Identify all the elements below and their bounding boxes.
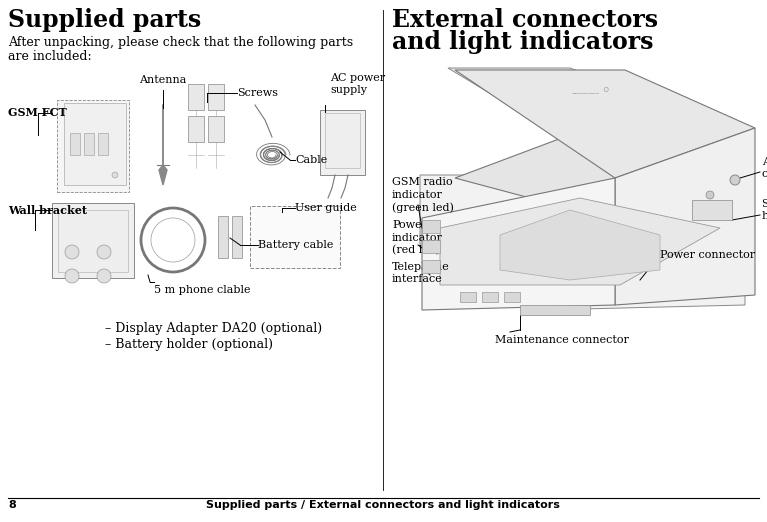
Text: Power
indicator
(red led): Power indicator (red led) xyxy=(392,220,443,256)
Text: External connectors: External connectors xyxy=(392,8,658,32)
Text: Screws: Screws xyxy=(237,88,278,98)
Bar xyxy=(520,305,590,315)
Text: GSM radio
indicator
(green led): GSM radio indicator (green led) xyxy=(392,177,454,213)
Bar xyxy=(232,216,242,258)
Text: Telephone
interface: Telephone interface xyxy=(392,262,449,284)
Text: User guide: User guide xyxy=(295,203,357,213)
Text: SIM card
holder: SIM card holder xyxy=(762,199,767,221)
Text: 8: 8 xyxy=(8,500,16,510)
Circle shape xyxy=(112,172,118,178)
Polygon shape xyxy=(615,128,755,305)
Bar xyxy=(422,220,440,233)
Text: and light indicators: and light indicators xyxy=(392,30,653,54)
Text: – Battery holder (optional): – Battery holder (optional) xyxy=(105,338,273,351)
Bar xyxy=(250,206,340,268)
Bar xyxy=(188,116,204,142)
Text: Supplied parts / External connectors and light indicators: Supplied parts / External connectors and… xyxy=(206,500,560,510)
Polygon shape xyxy=(448,68,735,178)
Text: Wall bracket: Wall bracket xyxy=(8,205,87,216)
Text: Battery cable: Battery cable xyxy=(258,240,334,250)
Polygon shape xyxy=(455,70,755,178)
Bar xyxy=(422,240,440,253)
Bar xyxy=(84,133,94,155)
Bar xyxy=(504,292,520,302)
Text: supply: supply xyxy=(330,85,367,95)
Polygon shape xyxy=(159,165,167,185)
Circle shape xyxy=(97,245,111,259)
Bar xyxy=(218,216,228,258)
Bar xyxy=(58,210,128,272)
Polygon shape xyxy=(455,118,745,218)
Text: GSM FCT: GSM FCT xyxy=(8,108,67,118)
Circle shape xyxy=(97,269,111,283)
Bar xyxy=(57,100,129,192)
Bar xyxy=(320,110,365,175)
Text: Supplied parts: Supplied parts xyxy=(8,8,201,32)
Circle shape xyxy=(706,191,714,199)
Text: are included:: are included: xyxy=(8,50,91,63)
Bar xyxy=(482,292,498,302)
Bar xyxy=(208,116,224,142)
Text: Antenna: Antenna xyxy=(140,75,186,85)
Text: After unpacking, please check that the following parts: After unpacking, please check that the f… xyxy=(8,36,353,49)
Polygon shape xyxy=(420,175,745,310)
Bar xyxy=(98,133,108,155)
Text: AC power: AC power xyxy=(330,73,385,83)
Bar xyxy=(692,200,732,220)
Text: Maintenance connector: Maintenance connector xyxy=(495,335,629,345)
Text: Power connector: Power connector xyxy=(660,250,755,260)
Circle shape xyxy=(65,269,79,283)
Polygon shape xyxy=(440,198,720,285)
Bar xyxy=(52,203,134,278)
Bar xyxy=(70,133,80,155)
Circle shape xyxy=(65,245,79,259)
Bar xyxy=(208,84,224,110)
Text: ________  O: ________ O xyxy=(571,87,609,93)
Circle shape xyxy=(151,218,195,262)
Text: Antenna
connector: Antenna connector xyxy=(762,157,767,179)
Circle shape xyxy=(730,175,740,185)
Bar xyxy=(422,260,440,273)
Bar xyxy=(64,103,126,185)
Polygon shape xyxy=(422,178,615,310)
Text: 5 m phone clable: 5 m phone clable xyxy=(154,285,251,295)
Bar xyxy=(325,113,360,168)
Bar xyxy=(188,84,204,110)
Text: – Display Adapter DA20 (optional): – Display Adapter DA20 (optional) xyxy=(105,322,322,335)
Bar xyxy=(460,292,476,302)
Text: Cable: Cable xyxy=(295,155,328,165)
Polygon shape xyxy=(500,210,660,280)
